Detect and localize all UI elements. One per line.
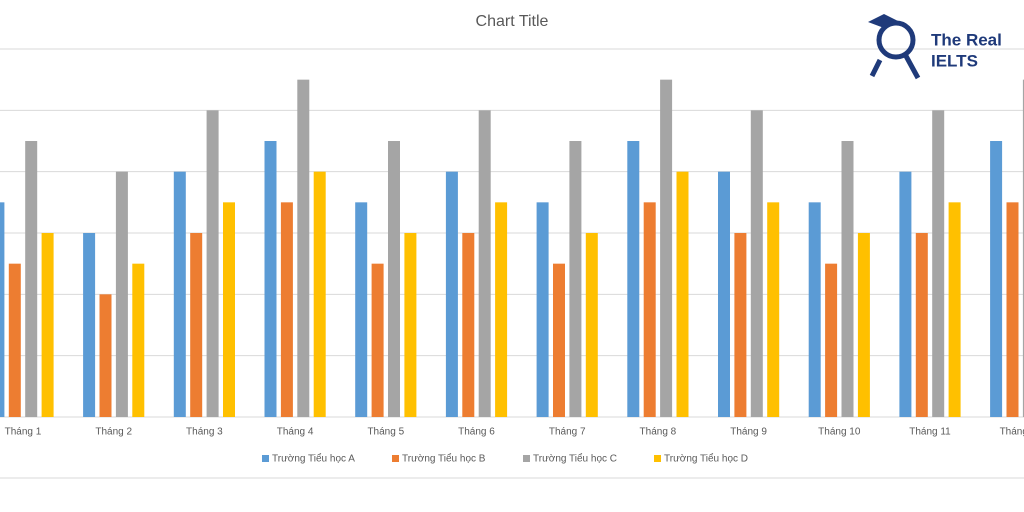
logo-legs — [869, 54, 921, 80]
bar — [585, 233, 598, 417]
bar — [990, 141, 1003, 417]
legend-label: Trường Tiểu học C — [533, 453, 617, 465]
logo-text: IELTS — [931, 51, 978, 70]
bar — [99, 294, 112, 417]
bar — [355, 202, 368, 417]
bar — [841, 141, 854, 417]
bar — [627, 141, 640, 417]
grid — [0, 48, 1024, 418]
bar — [445, 171, 458, 417]
x-tick-label: Tháng 3 — [186, 427, 223, 438]
bar — [115, 171, 128, 417]
bar — [495, 202, 508, 417]
bar — [767, 202, 780, 417]
bar — [808, 202, 821, 417]
bars: Tháng 1 Tháng 2 Tháng 3 Tháng 4 Tháng 5 Tháng… — [0, 79, 1024, 438]
bar — [313, 171, 326, 417]
x-tick-label: Tháng 9 — [730, 427, 767, 438]
bar — [371, 263, 384, 417]
bar — [280, 202, 293, 417]
legend-label: Trường Tiểu học D — [664, 453, 748, 465]
bar — [857, 233, 870, 417]
x-tick-label: Tháng 10 — [818, 427, 861, 438]
bar — [899, 171, 912, 417]
bar — [1006, 202, 1019, 417]
x-tick-label: Tháng 2 — [95, 427, 132, 438]
bar — [948, 202, 961, 417]
legend-label: Trường Tiểu học A — [272, 453, 355, 465]
bar — [734, 233, 747, 417]
logo-cap — [868, 14, 900, 28]
bar — [0, 202, 5, 417]
x-tick-label: Tháng 5 — [367, 427, 404, 438]
x-tick-label: Tháng 7 — [549, 427, 586, 438]
bar — [8, 263, 21, 417]
bar — [223, 202, 235, 417]
legend-swatch — [262, 455, 269, 462]
x-tick-label: Tháng 8 — [640, 427, 677, 438]
bar — [173, 171, 186, 417]
bar — [750, 110, 763, 417]
bar — [643, 202, 656, 417]
bar — [553, 263, 565, 417]
x-tick-label: Tháng 12 — [1000, 427, 1024, 438]
legend-label: Trường Tiểu học B — [402, 453, 486, 465]
legend-swatch — [654, 455, 661, 462]
x-tick-label: Tháng 1 — [5, 427, 42, 438]
bar — [132, 263, 145, 417]
logo-text: The Real — [931, 30, 1002, 49]
bar — [83, 233, 96, 417]
bar — [915, 233, 928, 417]
legend-swatch — [523, 455, 530, 462]
x-tick-label: Tháng 11 — [909, 427, 951, 438]
bar — [190, 233, 203, 417]
x-tick-label: Tháng 6 — [458, 427, 495, 438]
legend: Trường Tiểu học A Trường Tiểu học B Trường… — [262, 453, 748, 465]
bar — [932, 110, 945, 417]
bar — [404, 233, 417, 417]
chart-title: Chart Title — [476, 13, 549, 30]
bar — [825, 263, 838, 417]
bar — [660, 79, 673, 418]
bar — [569, 141, 582, 417]
bar — [1022, 79, 1024, 418]
bar — [676, 171, 689, 417]
bar — [206, 110, 219, 417]
logo: The Real IELTS — [868, 14, 1002, 80]
bar — [41, 233, 54, 417]
legend-swatch — [392, 455, 399, 462]
x-tick-label: Tháng 4 — [277, 427, 314, 438]
bar — [264, 141, 277, 417]
bar — [462, 233, 475, 417]
bar — [536, 202, 549, 417]
bar — [718, 171, 730, 417]
bar — [478, 110, 491, 417]
bar — [297, 79, 310, 418]
bar — [388, 141, 400, 417]
bar — [25, 141, 38, 417]
